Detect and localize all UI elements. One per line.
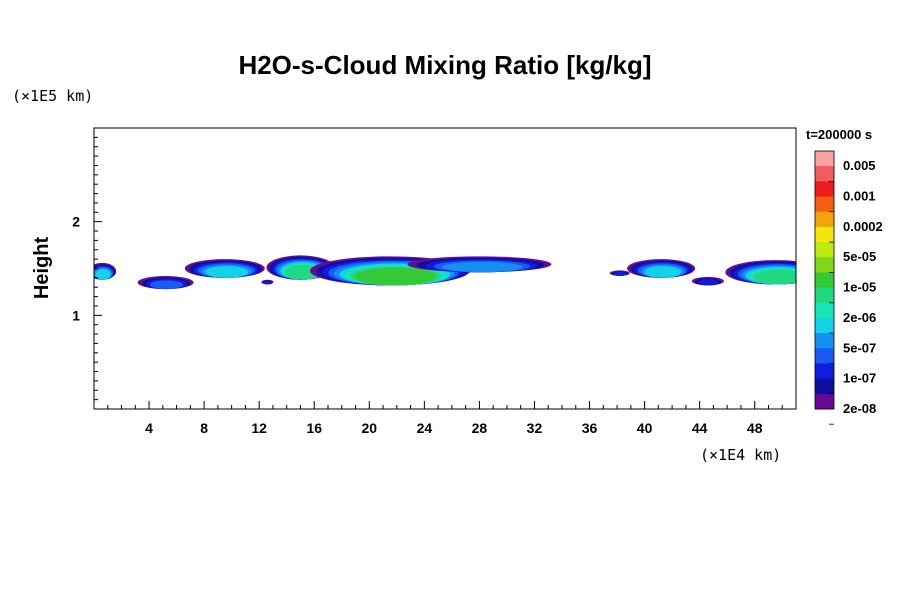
cloud-region <box>407 256 552 273</box>
colorbar-label: 2e-06 <box>843 310 876 325</box>
colorbar-swatch <box>815 226 834 243</box>
colorbar-label: 0.0002 <box>843 219 883 234</box>
colorbar-swatch <box>815 393 834 410</box>
cloud-contour-level <box>263 281 272 285</box>
x-tick-label: 20 <box>362 420 378 436</box>
cloud-contours <box>94 255 796 290</box>
cloud-region <box>627 259 696 278</box>
colorbar-swatch <box>815 242 834 258</box>
cloud-region <box>94 262 117 280</box>
cloud-region <box>725 260 796 285</box>
colorbar-swatch <box>815 272 834 288</box>
x-unit-label: (×1E4 km) <box>700 446 781 464</box>
colorbar-label: 5e-07 <box>843 340 876 355</box>
x-tick-label: 32 <box>527 420 543 436</box>
colorbar-label: 0.001 <box>843 189 876 204</box>
colorbar: 0.005 0.001 0.0002 5e-05 1e-05 2e-06 5e-07 1e-0… <box>814 150 883 425</box>
cloud-contour-level <box>205 266 249 278</box>
colorbar-label: 5e-05 <box>843 249 876 264</box>
colorbar-label: 0.005 <box>843 158 876 173</box>
colorbar-label: 1e-07 <box>843 371 876 386</box>
cloud-contour-level <box>150 280 183 290</box>
cloud-region <box>691 276 724 286</box>
cloud-contour-level <box>613 272 627 276</box>
x-tick-label: 24 <box>417 420 433 436</box>
colorbar-swatch <box>815 333 834 349</box>
cloud-contour-level <box>698 279 719 286</box>
time-label: t=200000 s <box>806 127 872 142</box>
colorbar-swatch <box>815 166 834 182</box>
x-tick-label: 36 <box>582 420 598 436</box>
cloud-contour-level <box>441 261 523 273</box>
colorbar-frame <box>814 150 835 410</box>
colorbar-swatch <box>815 181 834 197</box>
y-axis: 12 <box>72 136 102 401</box>
colorbar-swatch <box>815 257 834 273</box>
x-tick-label: 44 <box>692 420 708 436</box>
cloud-region <box>137 275 194 290</box>
colorbar-swatch <box>815 348 834 364</box>
colorbar-swatch <box>815 151 834 167</box>
x-axis: 4 8 12 16 20 24 28 32 36 40 44 48 <box>107 401 783 436</box>
colorbar-label: 1e-05 <box>843 280 876 295</box>
colorbar-swatch <box>815 196 834 213</box>
y-tick-label: 2 <box>72 214 80 230</box>
chart-title: H2O-s-Cloud Mixing Ratio [kg/kg] <box>238 50 651 80</box>
x-tick-label: 4 <box>145 420 153 436</box>
cloud-region <box>184 259 265 278</box>
y-axis-label: Height <box>31 237 53 300</box>
x-tick-label: 16 <box>306 420 322 436</box>
colorbar-swatch <box>815 287 834 304</box>
y-tick-label: 1 <box>72 307 80 323</box>
cloud-region <box>266 255 335 280</box>
cloud-contour-level <box>752 269 796 285</box>
y-unit-label: (×1E5 km) <box>12 87 93 105</box>
x-tick-label: 48 <box>747 420 763 436</box>
colorbar-swatch <box>815 302 834 319</box>
colorbar-swatch <box>815 211 834 228</box>
cloud-region <box>609 270 630 276</box>
cloud-region <box>261 279 274 285</box>
colorbar-swatch <box>815 378 834 395</box>
x-tick-label: 8 <box>200 420 208 436</box>
x-tick-label: 12 <box>251 420 267 436</box>
cloud-contour-level <box>644 266 682 278</box>
colorbar-label: 2e-08 <box>843 401 876 416</box>
cloud-contour-level <box>354 267 437 286</box>
colorbar-swatch <box>815 363 834 380</box>
colorbar-swatch <box>815 317 834 334</box>
x-tick-label: 28 <box>472 420 488 436</box>
cloud-contour-level <box>95 269 111 280</box>
x-tick-label: 40 <box>637 420 653 436</box>
